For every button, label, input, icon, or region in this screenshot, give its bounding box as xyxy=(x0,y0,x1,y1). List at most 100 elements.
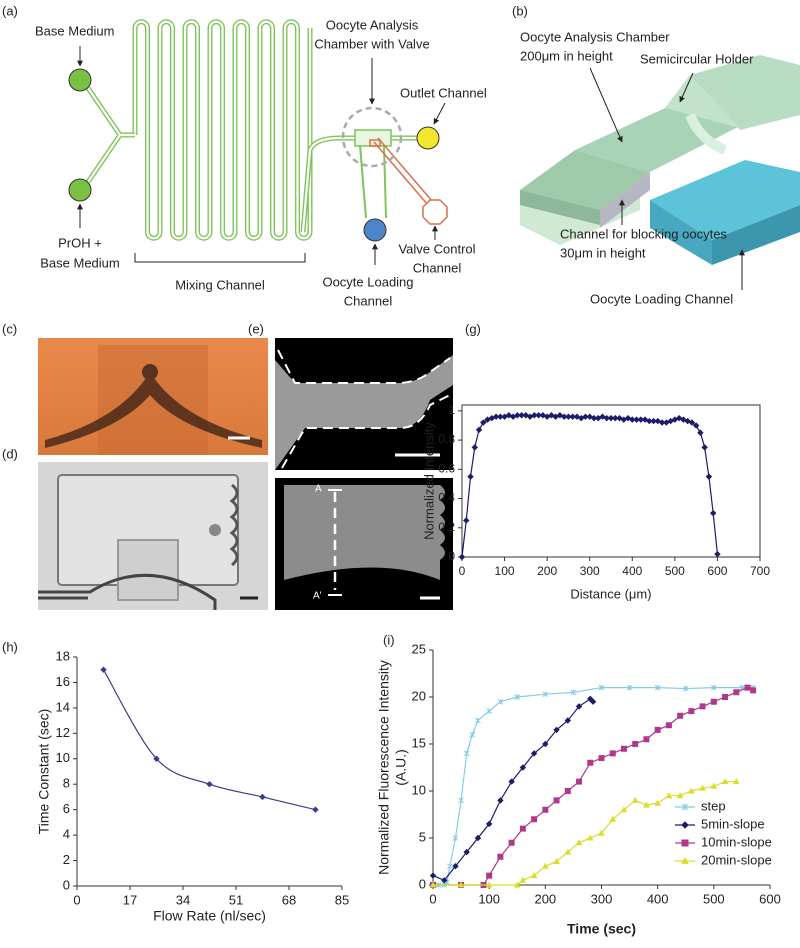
y-axis-label: Normalized Fluorescence Intensity xyxy=(376,660,392,875)
data-point xyxy=(475,426,483,434)
data-point xyxy=(541,862,549,869)
y-tick-label: 15 xyxy=(412,735,426,750)
x-tick-label: 500 xyxy=(703,891,725,906)
panel-label: (e) xyxy=(248,321,264,336)
data-point xyxy=(710,698,717,705)
x-tick-label: 0 xyxy=(73,892,80,907)
micrograph xyxy=(38,338,268,455)
data-point xyxy=(697,429,704,436)
data-point xyxy=(518,412,525,419)
panel-label: (d) xyxy=(2,446,18,461)
data-point xyxy=(637,416,645,423)
data-point xyxy=(590,414,598,422)
data-point xyxy=(522,412,530,419)
label: Channel for blocking oocytes xyxy=(560,226,727,241)
label: Oocyte Loading Channel xyxy=(590,291,733,306)
data-point xyxy=(519,764,527,771)
data-point xyxy=(733,689,740,696)
data-point xyxy=(486,708,493,714)
panel-label: (h) xyxy=(2,639,18,654)
data-point xyxy=(497,413,504,420)
y-tick-label: 0 xyxy=(63,877,70,892)
data-point xyxy=(576,778,583,785)
x-axis-label: Distance (μm) xyxy=(570,586,651,601)
y-tick-label: 16 xyxy=(56,674,70,689)
data-point xyxy=(654,684,661,691)
label: Oocyte Analysis xyxy=(326,17,419,32)
block xyxy=(690,55,800,130)
y-tick-label: 0.8 xyxy=(438,432,455,446)
loading-channel-front xyxy=(712,205,800,265)
label: Channel xyxy=(344,293,393,308)
valve-channel xyxy=(373,137,433,206)
label: A xyxy=(315,484,322,495)
data-point xyxy=(654,799,662,806)
data-point xyxy=(643,736,650,743)
data-point xyxy=(676,792,684,799)
data-point xyxy=(564,717,572,724)
fluorescence-image xyxy=(275,338,453,470)
data-point xyxy=(646,417,653,425)
data-point xyxy=(497,797,504,804)
inlet-channel-inner xyxy=(87,87,135,183)
data-point xyxy=(714,550,721,558)
x-tick-label: 700 xyxy=(750,564,770,578)
data-point xyxy=(509,413,517,420)
data-point xyxy=(531,412,538,419)
data-point xyxy=(467,473,474,480)
data-point xyxy=(682,685,689,692)
data-point xyxy=(629,416,636,423)
data-point xyxy=(475,717,481,724)
y-tick-label: 6 xyxy=(63,801,70,816)
data-point xyxy=(688,419,696,426)
y-tick-label: 14 xyxy=(56,699,70,714)
label: Mixing Channel xyxy=(175,277,265,292)
data-point xyxy=(486,872,493,879)
loading-port xyxy=(363,218,387,242)
data-point xyxy=(560,413,568,420)
data-point xyxy=(543,413,551,420)
inlet-port xyxy=(68,68,92,92)
inlet-port xyxy=(68,178,92,202)
data-point xyxy=(721,778,729,785)
chamber-side xyxy=(520,190,600,225)
mixing-channel-inner xyxy=(133,20,312,240)
data-point xyxy=(675,414,683,422)
data-point xyxy=(612,414,619,422)
chamber-channel-inner xyxy=(301,136,420,233)
x-tick-label: 51 xyxy=(229,892,243,907)
data-point xyxy=(452,862,459,870)
y-tick-label: 10 xyxy=(56,750,70,765)
label: Oocyte Loading xyxy=(322,274,413,289)
series-line xyxy=(461,414,719,558)
arrow xyxy=(433,102,446,125)
highlight-circle xyxy=(341,106,403,168)
x-tick-label: 300 xyxy=(580,564,600,578)
data-point xyxy=(429,872,437,879)
blocking-channel xyxy=(600,172,650,228)
y-tick-label: 0.2 xyxy=(438,520,455,534)
shadow xyxy=(98,345,208,455)
y-axis-label: Time Constant (sec) xyxy=(36,709,52,835)
y-tick-label: 12 xyxy=(56,725,70,740)
data-point xyxy=(595,414,602,422)
y-tick-label: 0 xyxy=(419,876,426,891)
y-tick-label: 0 xyxy=(448,549,455,563)
series-line xyxy=(102,669,316,811)
data-point xyxy=(598,755,605,762)
y-tick-label: 4 xyxy=(63,827,70,842)
data-point xyxy=(446,863,453,870)
data-point xyxy=(485,820,493,828)
label: PrOH + xyxy=(58,235,102,250)
data-point xyxy=(688,787,695,794)
data-point xyxy=(620,745,627,752)
data-point xyxy=(535,412,542,419)
data-point xyxy=(542,740,549,748)
y-tick-label: 25 xyxy=(412,641,426,656)
series-line xyxy=(432,698,594,882)
panel-label: (b) xyxy=(512,3,528,18)
data-point xyxy=(548,412,555,419)
channel-edge xyxy=(38,573,217,610)
legend-marker xyxy=(681,803,689,811)
